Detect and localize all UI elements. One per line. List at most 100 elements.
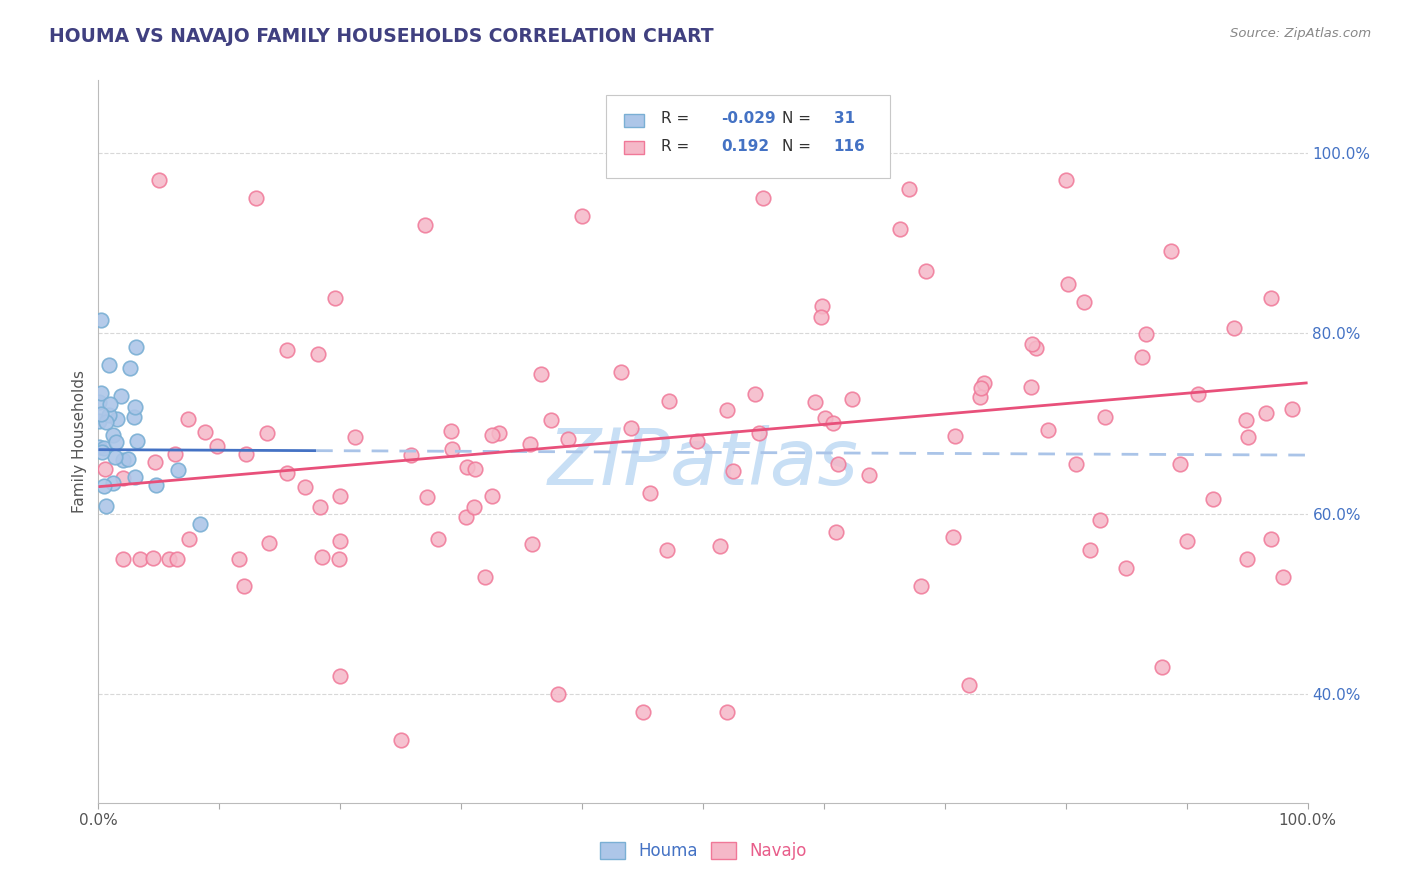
Point	[814, 410, 837, 425]
Text: 31: 31	[834, 112, 855, 126]
Point	[1021, 337, 1043, 351]
Point	[415, 490, 437, 504]
Point	[1187, 387, 1209, 401]
Point	[716, 706, 738, 720]
Point	[276, 467, 298, 481]
Point	[105, 434, 128, 449]
Text: N =: N =	[782, 138, 815, 153]
Point	[841, 392, 863, 406]
Point	[276, 343, 298, 358]
Point	[129, 552, 152, 566]
Point	[439, 424, 461, 438]
Point	[101, 428, 124, 442]
Text: Source: ZipAtlas.com: Source: ZipAtlas.com	[1230, 27, 1371, 40]
Point	[969, 381, 991, 395]
Point	[825, 524, 848, 539]
Text: ZIPatlas: ZIPatlas	[547, 425, 859, 501]
Point	[1260, 532, 1282, 546]
Point	[540, 413, 562, 427]
Point	[1090, 513, 1112, 527]
Text: HOUMA VS NAVAJO FAMILY HOUSEHOLDS CORRELATION CHART: HOUMA VS NAVAJO FAMILY HOUSEHOLDS CORREL…	[49, 27, 714, 45]
Point	[188, 516, 211, 531]
Point	[456, 510, 478, 524]
Point	[90, 445, 112, 459]
Point	[1073, 294, 1095, 309]
Point	[120, 360, 142, 375]
Point	[748, 425, 770, 440]
Point	[98, 408, 121, 422]
Point	[973, 376, 995, 390]
Point	[1019, 379, 1042, 393]
Point	[166, 463, 188, 477]
Text: R =: R =	[661, 112, 693, 126]
Point	[519, 437, 541, 451]
Point	[474, 570, 496, 584]
Point	[1130, 350, 1153, 364]
Point	[325, 291, 347, 305]
Point	[329, 489, 352, 503]
Point	[257, 535, 280, 549]
Point	[93, 479, 115, 493]
Point	[1064, 458, 1087, 472]
Point	[235, 447, 257, 461]
Point	[117, 451, 139, 466]
Point	[821, 416, 844, 430]
Point	[1094, 410, 1116, 425]
Point	[957, 678, 980, 692]
Point	[1025, 342, 1047, 356]
FancyBboxPatch shape	[606, 95, 890, 178]
Point	[481, 428, 503, 442]
Point	[658, 394, 681, 409]
Point	[177, 412, 200, 426]
Point	[1281, 401, 1303, 416]
Point	[103, 475, 125, 490]
Point	[827, 457, 849, 471]
Point	[111, 552, 134, 566]
Point	[157, 552, 180, 566]
Point	[94, 415, 117, 429]
Text: 0.192: 0.192	[721, 138, 769, 153]
Point	[488, 426, 510, 441]
Point	[1260, 291, 1282, 305]
Point	[638, 486, 661, 500]
Point	[969, 390, 991, 404]
Point	[98, 397, 121, 411]
Point	[90, 385, 112, 400]
Point	[858, 468, 880, 483]
Point	[1234, 413, 1257, 427]
Point	[1254, 406, 1277, 420]
Point	[943, 429, 966, 443]
Point	[709, 539, 731, 553]
Text: R =: R =	[661, 138, 693, 153]
Point	[620, 420, 643, 434]
Y-axis label: Family Households: Family Households	[72, 370, 87, 513]
Text: N =: N =	[782, 112, 815, 126]
Point	[716, 402, 738, 417]
Point	[1160, 244, 1182, 259]
Point	[547, 687, 569, 701]
Point	[328, 552, 350, 566]
Point	[631, 706, 654, 720]
Point	[1078, 542, 1101, 557]
Point	[89, 440, 111, 454]
Point	[811, 300, 834, 314]
Point	[897, 182, 920, 196]
Point	[440, 442, 463, 456]
Point	[721, 464, 744, 478]
Point	[148, 172, 170, 186]
Point	[105, 412, 128, 426]
Point	[329, 533, 352, 548]
Point	[256, 425, 278, 440]
Point	[143, 455, 166, 469]
Point	[94, 500, 117, 514]
Point	[87, 414, 110, 428]
Point	[456, 460, 478, 475]
Text: -0.029: -0.029	[721, 112, 776, 126]
Point	[145, 478, 167, 492]
Point	[1170, 457, 1192, 471]
Point	[571, 209, 593, 223]
Point	[1115, 561, 1137, 575]
Point	[177, 532, 200, 546]
Point	[166, 552, 188, 566]
Point	[910, 579, 932, 593]
